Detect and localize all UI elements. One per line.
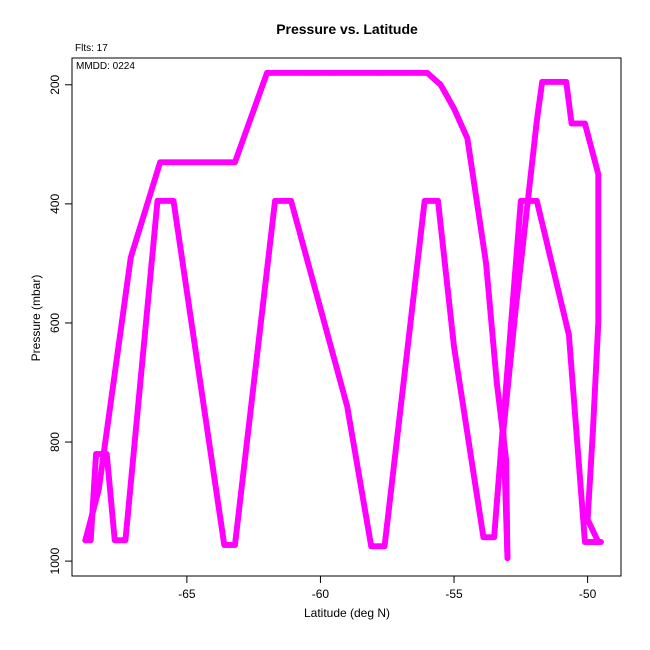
y-tick-label: 1000 <box>48 547 62 574</box>
x-axis-label: Latitude (deg N) <box>304 606 390 620</box>
y-tick-label: 400 <box>48 194 62 214</box>
mmdd-annotation: MMDD: 0224 <box>76 61 135 72</box>
y-tick-label: 200 <box>48 74 62 94</box>
y-tick-label: 800 <box>48 432 62 452</box>
flts-annotation: Flts: 17 <box>75 43 108 54</box>
series-2 <box>82 69 602 562</box>
data-point <box>595 539 602 546</box>
x-tick-label: -60 <box>312 587 330 601</box>
x-tick-label: -55 <box>445 587 463 601</box>
x-axis: -65 -60 -55 -50 <box>178 575 597 601</box>
data-layer <box>82 69 604 562</box>
y-tick-label: 600 <box>48 313 62 333</box>
x-tick-label: -65 <box>178 587 196 601</box>
y-axis: 200 400 600 800 1000 <box>48 74 73 574</box>
x-tick-label: -50 <box>579 587 597 601</box>
series-1 <box>82 197 604 550</box>
y-axis-label: Pressure (mbar) <box>29 275 43 362</box>
chart-title: Pressure vs. Latitude <box>276 21 418 37</box>
plot-area <box>71 57 622 577</box>
